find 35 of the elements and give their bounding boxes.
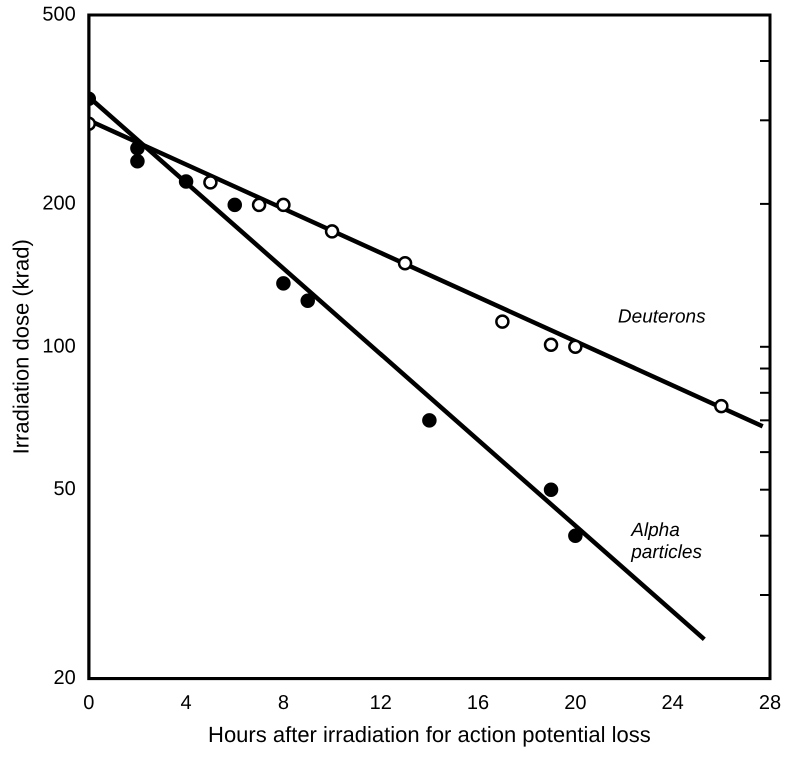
x-tick-label: 4 <box>180 692 192 714</box>
point <box>422 413 437 428</box>
point <box>398 256 412 270</box>
point <box>178 174 194 189</box>
x-tick-label: 20 <box>564 692 586 714</box>
point <box>495 314 510 329</box>
y-tick-label: 100 <box>42 335 76 358</box>
point <box>300 294 315 308</box>
x-tick-label: 28 <box>758 692 782 714</box>
x-tick-label: 0 <box>83 692 94 714</box>
point <box>544 338 558 352</box>
x-tick-label: 16 <box>466 692 490 714</box>
point <box>568 340 583 354</box>
series-label: Deuterons <box>618 306 706 328</box>
y-tick-label: 20 <box>54 667 76 690</box>
point <box>252 198 266 212</box>
series-label: Alpha particles <box>630 520 702 564</box>
point <box>130 154 145 168</box>
point <box>276 276 291 291</box>
point <box>276 198 291 212</box>
y-tick-label: 500 <box>42 4 76 26</box>
x-axis-title: Hours after irradiation for action potential loss <box>208 722 651 747</box>
x-tick-label: 8 <box>278 692 289 714</box>
point <box>568 528 583 543</box>
point <box>130 140 145 156</box>
y-tick-label: 200 <box>42 192 76 214</box>
x-tick-label: 12 <box>370 692 392 714</box>
point <box>544 482 558 497</box>
x-tick-label: 24 <box>662 692 684 714</box>
point <box>324 224 340 239</box>
point <box>203 175 218 190</box>
y-axis-title: Irradiation dose (krad) <box>8 239 34 454</box>
point <box>714 398 729 414</box>
y-tick-label: 50 <box>54 478 76 500</box>
point <box>227 198 242 212</box>
